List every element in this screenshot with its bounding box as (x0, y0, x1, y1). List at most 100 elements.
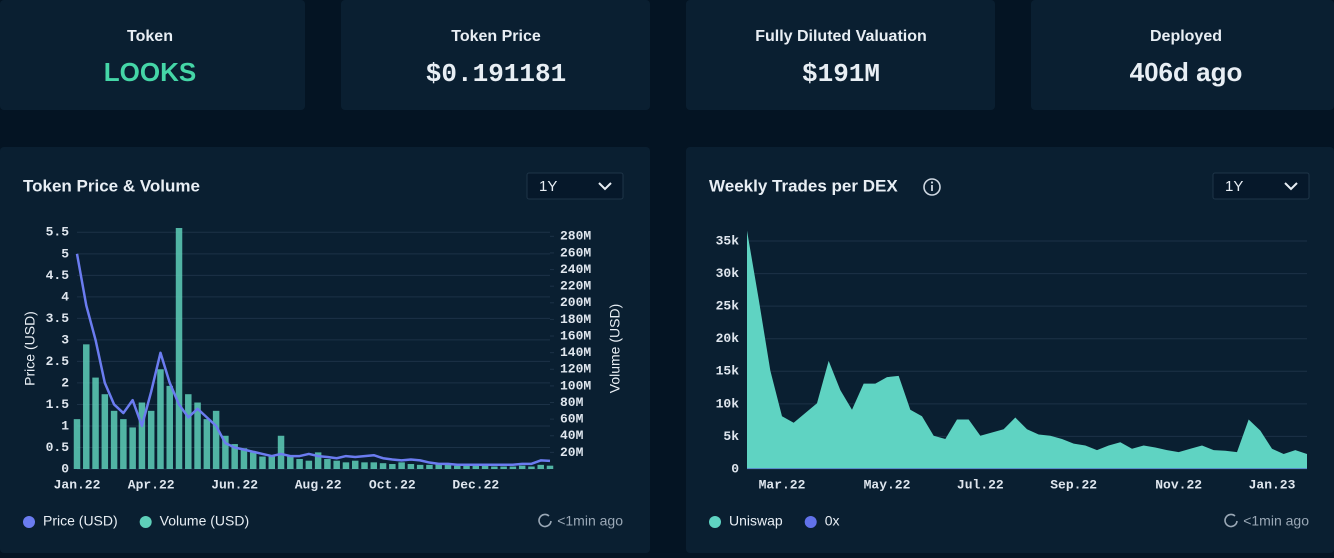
y-tick-label: 4 (61, 289, 69, 304)
volume-bar (249, 452, 257, 469)
card-value: LOOKS (104, 57, 196, 87)
volume-bar (185, 394, 192, 469)
area (747, 468, 1307, 469)
volume-bar (491, 466, 498, 469)
y2-tick-label: 200M (560, 295, 591, 310)
volume-bar (120, 419, 127, 469)
y-tick-label: 3.5 (46, 311, 70, 326)
y-tick-label: 20k (716, 331, 740, 346)
y-tick-label: 5k (723, 429, 739, 444)
card (1031, 0, 1334, 110)
volume-bar (138, 402, 146, 469)
volume-bar (194, 402, 201, 469)
volume-bar (537, 464, 544, 469)
x-tick-label: Jun.22 (211, 477, 258, 492)
info-icon (930, 181, 934, 184)
volume-bar (528, 466, 535, 469)
volume-bar (481, 465, 489, 469)
legend-label[interactable]: 0x (825, 513, 840, 529)
legend-swatch[interactable] (23, 516, 35, 528)
y-tick-label: 25k (716, 299, 740, 314)
y2-axis-label: Volume (USD) (607, 304, 623, 393)
volume-bar (324, 459, 331, 469)
legend-swatch[interactable] (804, 516, 817, 528)
volume-bar (83, 344, 90, 469)
card (341, 0, 650, 110)
volume-bar (333, 460, 340, 469)
y2-tick-label: 20M (560, 445, 584, 460)
y-tick-label: 15k (716, 364, 740, 379)
y-tick-label: 2 (61, 375, 69, 390)
x-tick-label: Mar.22 (759, 477, 806, 492)
legend-swatch[interactable] (709, 516, 721, 528)
volume-bar (370, 462, 378, 469)
range-label: 1Y (539, 178, 557, 195)
x-tick-label: Nov.22 (1155, 477, 1202, 492)
card (686, 0, 995, 110)
x-tick-label: Jan.22 (54, 477, 101, 492)
volume-bar (314, 452, 322, 469)
y-tick-label: 30k (716, 266, 740, 281)
x-tick-label: Oct.22 (369, 477, 416, 492)
y2-tick-label: 140M (560, 345, 591, 360)
y-tick-label: 3 (61, 332, 69, 347)
x-tick-label: Aug.22 (295, 477, 342, 492)
volume-bar (110, 410, 118, 469)
volume-bar (518, 465, 526, 469)
chevron (598, 182, 612, 191)
price-line (75, 253, 551, 466)
range-dropdown[interactable] (526, 172, 624, 200)
volume-bar (546, 465, 554, 469)
area (747, 230, 1307, 469)
volume-bar (166, 385, 173, 469)
volume-bar (296, 459, 303, 469)
y-axis-label: Price (USD) (22, 311, 38, 386)
volume-bar (305, 460, 313, 469)
volume-bar (398, 462, 405, 469)
y-tick-label: 5 (61, 246, 69, 261)
chart-title: Weekly Trades per DEX (709, 176, 898, 195)
x-tick-label: Jul.22 (957, 477, 1004, 492)
volume-bar (129, 427, 136, 469)
y-tick-label: 1 (61, 418, 69, 433)
card-label: Deployed (1150, 28, 1222, 45)
volume-bar (426, 464, 433, 469)
y2-tick-label: 40M (560, 428, 584, 443)
y2-tick-label: 180M (560, 312, 591, 327)
legend-label[interactable]: Uniswap (729, 513, 783, 529)
volume-bar (268, 456, 276, 469)
legend-swatch[interactable] (139, 516, 152, 528)
volume-bar (472, 464, 480, 469)
volume-bar (101, 394, 109, 469)
y2-tick-label: 100M (560, 378, 591, 393)
legend-label[interactable]: Volume (USD) (160, 513, 249, 529)
volume-bar (222, 435, 229, 469)
volume-bar (287, 456, 294, 469)
volume-bar (416, 464, 424, 469)
info-icon[interactable] (923, 178, 941, 196)
volume-bar (73, 419, 81, 469)
y2-tick-label: 240M (560, 262, 591, 277)
card-value: $191M (802, 59, 880, 89)
range-dropdown[interactable] (1212, 172, 1310, 200)
y-tick-label: 4.5 (46, 268, 70, 283)
y-tick-label: 5.5 (46, 225, 70, 240)
volume-bar (92, 377, 99, 469)
updated-label: <1min ago (557, 513, 623, 529)
y-tick-label: 0.5 (46, 440, 70, 455)
chart-title: Token Price & Volume (23, 176, 200, 195)
chevron (1284, 182, 1298, 191)
volume-bar (240, 448, 248, 469)
volume-bar (147, 410, 155, 469)
x-tick-label: May.22 (864, 477, 911, 492)
y2-tick-label: 60M (560, 412, 584, 427)
volume-bar (231, 444, 238, 469)
legend-label[interactable]: Price (USD) (43, 513, 118, 529)
card-label: Token Price (451, 28, 541, 45)
volume-bar (277, 435, 285, 469)
volume-bar (212, 410, 220, 469)
y2-tick-label: 260M (560, 245, 591, 260)
x-tick-label: Dec.22 (452, 477, 499, 492)
